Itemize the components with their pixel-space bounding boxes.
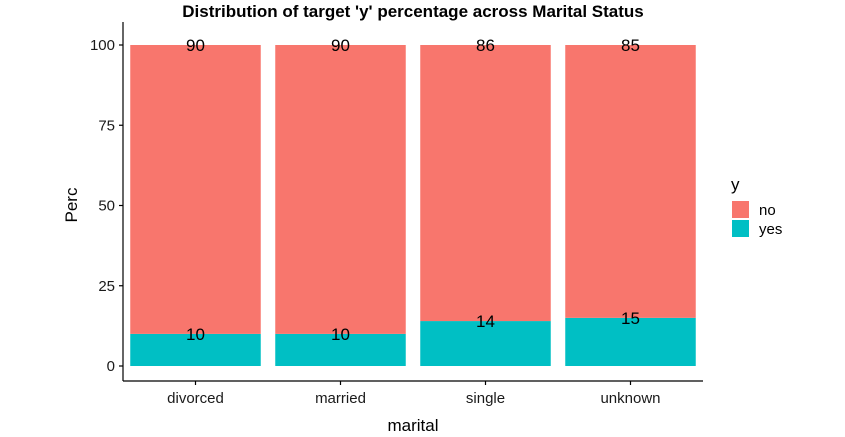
data-label-yes-divorced: 10 — [186, 325, 205, 344]
x-ticks-group: divorced married single unknown — [167, 381, 661, 407]
data-label-yes-married: 10 — [331, 325, 350, 344]
bar-yes-married — [275, 333, 406, 366]
data-label-no-single: 86 — [476, 36, 495, 55]
bar-yes-single — [420, 321, 551, 366]
y-ticks-group: 0 25 50 75 100 — [90, 37, 123, 375]
data-labels-group: 10 90 10 90 14 86 15 85 — [186, 36, 640, 344]
legend-label-yes: yes — [759, 221, 782, 238]
y-tick-label-75: 75 — [98, 117, 115, 134]
data-label-yes-single: 14 — [476, 312, 495, 331]
legend: y no yes — [731, 175, 782, 238]
data-label-no-married: 90 — [331, 36, 350, 55]
y-axis-title: Perc — [62, 187, 81, 222]
legend-title: y — [731, 175, 740, 194]
legend-key-yes — [732, 220, 749, 237]
data-label-no-unknown: 85 — [621, 36, 640, 55]
bar-yes-unknown — [565, 317, 696, 366]
y-tick-label-25: 25 — [98, 278, 115, 295]
x-tick-label-divorced: divorced — [167, 390, 224, 407]
y-tick-label-0: 0 — [107, 358, 115, 375]
chart-title: Distribution of target 'y' percentage ac… — [182, 2, 644, 21]
bar-no-divorced — [130, 45, 261, 334]
bar-no-married — [275, 45, 406, 334]
x-axis-title: marital — [387, 416, 438, 435]
legend-items: no yes — [732, 201, 782, 238]
data-label-yes-unknown: 15 — [621, 309, 640, 328]
legend-key-no — [732, 201, 749, 218]
bars-group — [130, 45, 696, 366]
y-tick-label-50: 50 — [98, 198, 115, 215]
bar-yes-divorced — [130, 333, 261, 366]
x-tick-label-unknown: unknown — [600, 390, 660, 407]
legend-label-no: no — [759, 202, 776, 219]
bar-no-unknown — [565, 45, 696, 318]
y-tick-label-100: 100 — [90, 37, 115, 54]
data-label-no-divorced: 90 — [186, 36, 205, 55]
x-tick-label-single: single — [466, 390, 505, 407]
bar-no-single — [420, 45, 551, 322]
x-tick-label-married: married — [315, 390, 366, 407]
